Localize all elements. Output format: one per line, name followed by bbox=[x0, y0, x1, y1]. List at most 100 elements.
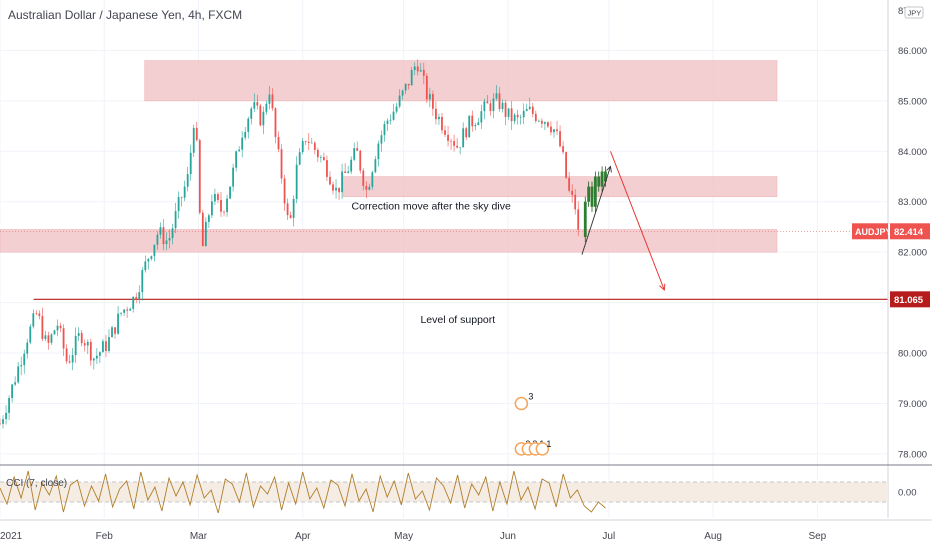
candle-body bbox=[341, 171, 343, 193]
candle-body bbox=[20, 365, 23, 367]
candle-body bbox=[425, 75, 428, 100]
candle-body bbox=[556, 129, 558, 132]
candle-body bbox=[126, 309, 129, 311]
candle-body bbox=[483, 101, 486, 112]
x-tick-label: Jul bbox=[602, 531, 615, 542]
candle-body bbox=[495, 93, 498, 99]
candle-body bbox=[519, 117, 522, 118]
candle-body bbox=[183, 186, 186, 198]
candle-body bbox=[428, 94, 431, 100]
candle-body bbox=[38, 313, 41, 317]
chart-title: Australian Dollar / Japanese Yen, 4h, FX… bbox=[8, 8, 243, 22]
candle-body bbox=[123, 309, 126, 313]
candle-body bbox=[435, 108, 437, 120]
candle-body bbox=[277, 136, 280, 150]
candle-body bbox=[462, 128, 465, 148]
candle-body bbox=[486, 101, 489, 104]
cci-label: CCI (7, close) bbox=[6, 478, 67, 489]
candle-body bbox=[507, 108, 510, 117]
candle-body bbox=[8, 397, 10, 413]
candle-body bbox=[316, 149, 319, 158]
candle-body bbox=[540, 120, 543, 124]
candle-body bbox=[407, 83, 410, 86]
candle-body bbox=[74, 335, 77, 356]
candle-body bbox=[189, 152, 192, 175]
candle-body bbox=[401, 90, 404, 96]
candle-body bbox=[419, 69, 422, 72]
candle-body bbox=[574, 194, 577, 210]
candle-body bbox=[544, 122, 546, 124]
candle-body bbox=[438, 116, 440, 120]
candle-body bbox=[259, 105, 262, 126]
candle-body bbox=[108, 337, 110, 351]
candle-body bbox=[447, 134, 449, 141]
candle-body bbox=[2, 419, 4, 424]
candle-body bbox=[177, 197, 180, 212]
x-tick-label: 2021 bbox=[0, 531, 23, 542]
candle-body bbox=[422, 69, 425, 76]
candle-body bbox=[14, 382, 17, 385]
event-badge-count: 1 bbox=[546, 439, 551, 449]
candle-body bbox=[319, 157, 322, 158]
candle-body bbox=[307, 141, 310, 143]
y-tick-label: 78.000 bbox=[898, 449, 927, 460]
candle-body bbox=[32, 313, 35, 327]
x-tick-label: Sep bbox=[808, 531, 826, 542]
resistance-zone bbox=[342, 176, 778, 197]
y-tick-label: 80.000 bbox=[898, 349, 927, 360]
candle-body bbox=[453, 141, 455, 146]
candle-body bbox=[332, 184, 334, 191]
candle-body bbox=[465, 128, 468, 138]
event-badge-icon bbox=[514, 396, 529, 411]
candle-body bbox=[238, 149, 241, 152]
candle-body bbox=[35, 313, 38, 314]
candle-body bbox=[62, 328, 65, 349]
candle-body bbox=[5, 412, 7, 420]
y-tick-label-top: 87 bbox=[898, 6, 909, 17]
candle-body bbox=[444, 130, 446, 135]
candle-body bbox=[356, 148, 359, 151]
candle-body bbox=[138, 292, 141, 300]
symbol-tag-label: AUDJPY bbox=[855, 227, 892, 237]
candle-body bbox=[217, 194, 219, 200]
candle-body bbox=[498, 93, 501, 110]
resistance-zone bbox=[144, 60, 778, 102]
candle-body bbox=[410, 70, 413, 86]
candle-body bbox=[395, 106, 398, 112]
candle-body bbox=[105, 341, 107, 351]
candle-body bbox=[471, 115, 474, 127]
candle-body bbox=[102, 341, 104, 353]
symbol-tag bbox=[852, 223, 888, 240]
candle-body bbox=[313, 142, 316, 150]
candle-body bbox=[432, 94, 434, 109]
candle-body bbox=[295, 164, 298, 199]
candle-body bbox=[304, 141, 307, 142]
candle-body bbox=[132, 296, 135, 309]
last-price-tag bbox=[890, 223, 930, 240]
candle-body bbox=[241, 137, 244, 150]
candle-body bbox=[232, 167, 234, 187]
candle-body bbox=[522, 110, 525, 118]
candle-body bbox=[534, 113, 537, 122]
candle-body bbox=[56, 325, 59, 331]
candle-body bbox=[250, 108, 253, 119]
y-tick-label: 84.000 bbox=[898, 147, 927, 158]
candle-body bbox=[347, 171, 350, 173]
support-price-tag bbox=[890, 291, 930, 308]
candle-body bbox=[83, 343, 86, 346]
candle-body bbox=[353, 148, 356, 160]
x-tick-label: Feb bbox=[96, 531, 114, 542]
candle-body bbox=[244, 131, 247, 138]
candle-body bbox=[301, 141, 304, 153]
candle-body bbox=[92, 358, 95, 361]
candle-body bbox=[120, 312, 122, 314]
candle-body bbox=[198, 140, 201, 213]
candle-body bbox=[501, 102, 504, 110]
candle-body bbox=[292, 198, 295, 218]
candle-body bbox=[262, 111, 265, 126]
candle-body bbox=[329, 176, 331, 185]
candle-body bbox=[159, 227, 162, 235]
y-tick-label: 82.000 bbox=[898, 248, 927, 259]
candle-body bbox=[450, 140, 452, 142]
